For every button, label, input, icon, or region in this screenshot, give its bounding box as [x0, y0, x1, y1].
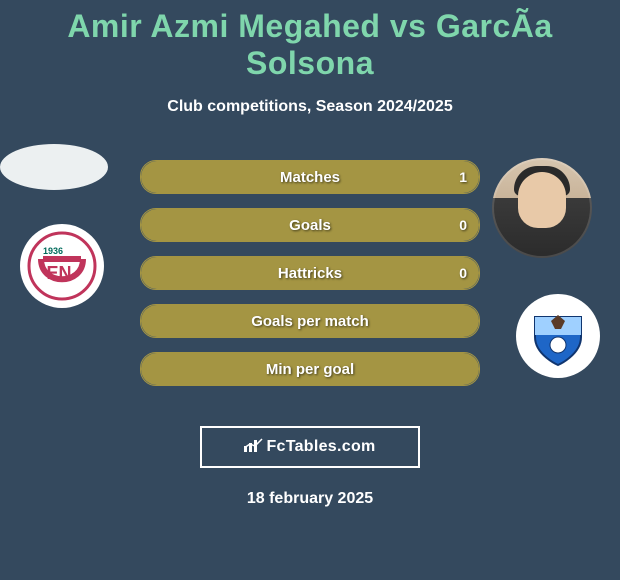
stat-bars: Matches1Goals0Hattricks0Goals per matchM… — [140, 160, 480, 386]
club-left-icon: 1936 EN- — [27, 231, 97, 301]
svg-text:1936: 1936 — [43, 246, 63, 256]
season-subtitle: Club competitions, Season 2024/2025 — [0, 98, 620, 116]
stat-label: Goals — [141, 209, 479, 241]
svg-text:EN-: EN- — [47, 263, 78, 283]
stat-bar: Goals0 — [140, 208, 480, 242]
player-right-avatar — [492, 158, 592, 258]
stat-label: Goals per match — [141, 305, 479, 337]
stat-bar: Hattricks0 — [140, 256, 480, 290]
stat-label: Hattricks — [141, 257, 479, 289]
stat-label: Matches — [141, 161, 479, 193]
stat-bar: Matches1 — [140, 160, 480, 194]
brand-box[interactable]: FcTables.com — [200, 426, 420, 468]
player-left-club-badge: 1936 EN- — [20, 224, 104, 308]
player-left-avatar — [0, 144, 108, 190]
comparison-area: 1936 EN- Matches1Goals0Hattricks0Goals p… — [0, 144, 620, 408]
avatar-face — [518, 172, 566, 228]
stat-bar: Goals per match — [140, 304, 480, 338]
club-right-icon — [523, 301, 593, 371]
stat-bar: Min per goal — [140, 352, 480, 386]
brand-chart-icon — [244, 438, 264, 452]
stat-value-right: 0 — [459, 209, 467, 241]
stat-value-right: 1 — [459, 161, 467, 193]
stat-label: Min per goal — [141, 353, 479, 385]
infographic-root: Amir Azmi Megahed vs GarcÃ­a Solsona Clu… — [0, 0, 620, 580]
page-title: Amir Azmi Megahed vs GarcÃ­a Solsona — [0, 0, 620, 82]
brand-text: FcTables.com — [266, 438, 375, 455]
infographic-date: 18 february 2025 — [0, 490, 620, 508]
stat-value-right: 0 — [459, 257, 467, 289]
player-right-club-badge — [516, 294, 600, 378]
